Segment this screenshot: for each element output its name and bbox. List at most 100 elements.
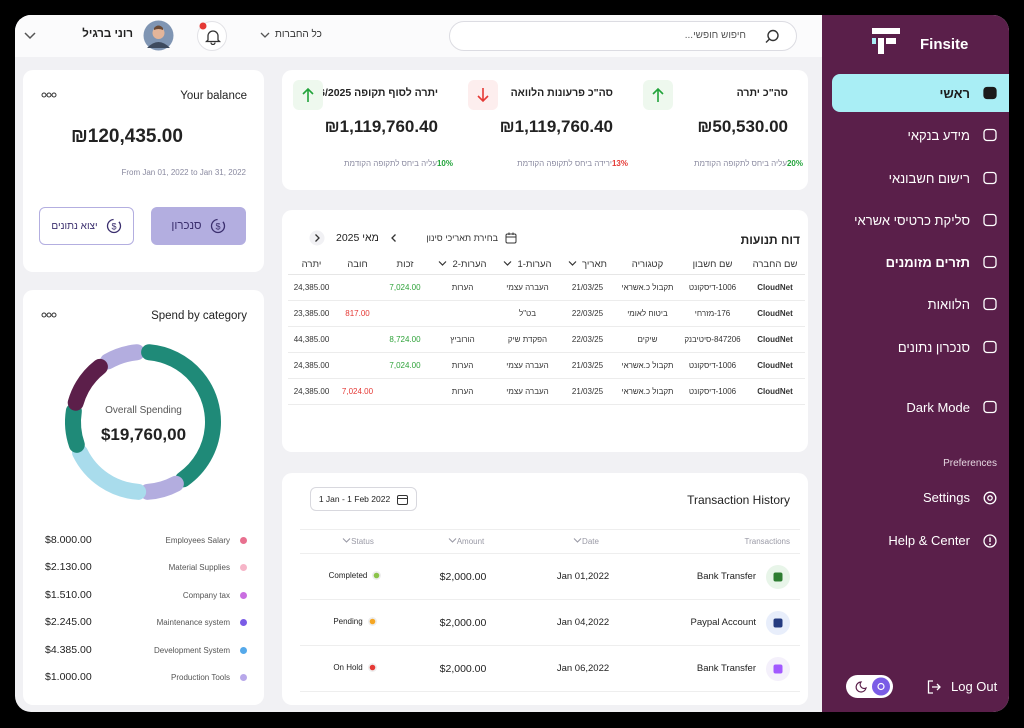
- nav-label: רישום חשבונאי: [888, 170, 970, 186]
- more-icon[interactable]: [41, 92, 57, 98]
- user-name[interactable]: רוני ברגיל: [82, 28, 133, 40]
- report-cell: 44,385.00: [288, 326, 335, 353]
- prev-month-button[interactable]: [386, 230, 402, 246]
- report-cell: CloudNet: [745, 274, 805, 301]
- balance-period: From Jan 01, 2022 to Jan 31, 2022: [121, 168, 246, 177]
- status-cell: Completed: [300, 553, 410, 600]
- stat-change: 10%: [436, 159, 453, 168]
- date-range-button[interactable]: 1 Jan - 1 Feb 2022: [310, 487, 417, 511]
- report-cell-text: העברה עצמי: [506, 282, 549, 292]
- nav-icon: [983, 171, 997, 185]
- balance-card: Your balance ₪120,435.00 From Jan 01, 20…: [23, 70, 264, 272]
- report-cell: העברה עצמי: [495, 378, 560, 405]
- report-cell-text: CloudNet: [757, 386, 793, 396]
- nav-icon-shape: [983, 128, 997, 142]
- stat-title: סה"כ יתרה: [736, 87, 788, 99]
- user-avatar[interactable]: [143, 20, 174, 51]
- sort-chevron-shape: [573, 538, 582, 543]
- nav-label: תזרים מזומנים: [885, 254, 970, 270]
- sort-chevron: [439, 261, 447, 267]
- search-box[interactable]: חיפוש חופשי...: [449, 21, 797, 51]
- history-header-cell[interactable]: Status: [300, 529, 410, 554]
- report-cell-text: 24,385.00: [293, 282, 330, 292]
- sort-chevron-shape: [568, 261, 577, 267]
- donut-center-label: Overall Spending: [105, 405, 182, 416]
- history-row[interactable]: Paypal Account Jan 04,2022 $2,000.00 Pendin…: [300, 599, 800, 646]
- legend-dot: [240, 563, 247, 571]
- report-header-label: שם חשבון: [692, 259, 733, 271]
- stat-note-text: עליה ביחס לתקופה הקודמת: [343, 159, 437, 168]
- transaction-icon-glyph: [773, 618, 783, 627]
- nav-item[interactable]: Dark Mode: [832, 388, 1009, 426]
- history-header-row: Transactions Date Amount Status: [300, 529, 800, 554]
- report-table: שם החברה שם חשבון קטגוריה תאריך הערות-1 הערות…: [288, 256, 805, 405]
- legend-dot: [240, 673, 247, 681]
- date-filter[interactable]: בחירת תאריכי סינון: [426, 233, 498, 243]
- history-row[interactable]: Bank Transfer Jan 01,2022 $2,000.00 Complet…: [300, 553, 800, 600]
- report-header-label: קטגוריה: [631, 259, 664, 271]
- settings-item[interactable]: Settings: [923, 490, 997, 505]
- stat-value: ₪1,119,760.40: [499, 117, 613, 136]
- report-header-cell[interactable]: הערות-1: [495, 256, 560, 275]
- account-menu-chevron[interactable]: [24, 31, 36, 41]
- theme-toggle[interactable]: [846, 675, 893, 698]
- next-month-button[interactable]: [309, 230, 325, 246]
- report-cell-text: 24,385.00: [293, 360, 330, 370]
- nav-item[interactable]: תזרים מזומנים: [832, 243, 1009, 281]
- legend-label: Company tax: [182, 590, 230, 600]
- calendar-icon: [397, 494, 409, 505]
- report-row: CloudNet 1006-דיסקונט תקבול כ.אשראי 21/03/2…: [288, 378, 805, 405]
- report-cell: 24,385.00: [288, 274, 335, 301]
- status-dot-fill: [374, 572, 380, 578]
- stat-value: ₪1,119,760.40: [324, 117, 438, 136]
- svg-text:$: $: [111, 222, 116, 232]
- nav-item[interactable]: ראשי: [832, 74, 1009, 112]
- logout-item[interactable]: Log Out: [927, 679, 997, 694]
- nav-label: Dark Mode: [906, 399, 970, 415]
- report-cell-text: 7,024.00: [341, 386, 374, 396]
- report-cell: הערות: [430, 274, 495, 301]
- nav-icon: [983, 213, 997, 227]
- report-cell: [380, 300, 430, 327]
- more-icon[interactable]: [41, 312, 57, 318]
- report-cell-text: 21/03/25: [571, 360, 604, 370]
- status: Pending: [333, 616, 377, 626]
- notifications-button[interactable]: [197, 21, 227, 51]
- report-header-cell[interactable]: הערות-2: [430, 256, 495, 275]
- report-cell: [430, 300, 495, 327]
- report-header-cell[interactable]: תאריך: [560, 256, 615, 275]
- report-cell: העברה עצמי: [495, 274, 560, 301]
- export-button[interactable]: $ יצוא נתונים: [39, 207, 134, 245]
- nav-item[interactable]: סליקת כרטיסי אשראי: [832, 201, 1009, 239]
- help-item[interactable]: Help & Center: [888, 533, 997, 548]
- report-cell-text: העברה עצמי: [506, 386, 549, 396]
- help-icon: [983, 533, 997, 548]
- report-header-label: זכות: [396, 259, 414, 271]
- report-cell: 1006-דיסקונט: [680, 378, 745, 405]
- logout-label: Log Out: [951, 679, 998, 694]
- nav-label: סנכרון נתונים: [897, 339, 970, 355]
- nav-item[interactable]: מידע בנקאי: [832, 116, 1009, 154]
- report-cell: הערות: [430, 378, 495, 405]
- company-filter[interactable]: כל החברות: [275, 29, 322, 40]
- nav-icon: [983, 297, 997, 311]
- date-range: 1 Jan - 1 Feb 2022: [318, 494, 391, 504]
- report-cell: [380, 378, 430, 405]
- status-dot: [367, 662, 377, 672]
- history-row[interactable]: Bank Transfer Jan 06,2022 $2,000.00 On Hold: [300, 645, 800, 692]
- nav-item[interactable]: הלוואות: [832, 285, 1009, 323]
- report-cell-text: העברה עצמי: [506, 360, 549, 370]
- history-header-cell[interactable]: Date: [516, 529, 650, 554]
- report-cell: [335, 352, 380, 379]
- sync-button[interactable]: $ סנכרון: [151, 207, 246, 245]
- nav-item[interactable]: רישום חשבונאי: [832, 159, 1009, 197]
- history-header-cell[interactable]: Amount: [410, 529, 516, 554]
- stat-item: יתרה לסוף תקופה 06/2025 ₪1,119,760.40 10%ע…: [283, 70, 458, 190]
- report-header-cell: שם החברה: [745, 256, 805, 275]
- report-cell: תקבול כ.אשראי: [615, 352, 680, 379]
- report-header-cell: זכות: [380, 256, 430, 275]
- transaction-cell: Paypal Account: [650, 599, 800, 646]
- sidebar: Finsite Preferences Settings Help & Cent…: [822, 15, 1009, 712]
- nav-item[interactable]: סנכרון נתונים: [832, 328, 1009, 366]
- donut-segment: [65, 344, 221, 500]
